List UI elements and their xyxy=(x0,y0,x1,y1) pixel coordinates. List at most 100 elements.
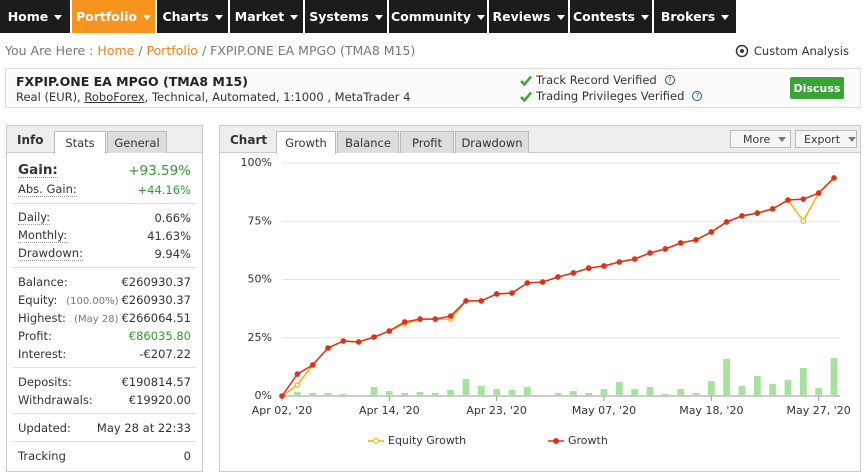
stat-row: Updated: May 28 at 22:33 xyxy=(18,419,191,437)
legend-label: Growth xyxy=(568,434,608,447)
point xyxy=(539,279,546,285)
point xyxy=(800,196,807,202)
nav-item[interactable]: Brokers xyxy=(654,0,736,33)
tab-bar: Info Stats General xyxy=(7,126,202,154)
y-tick-label: 25% xyxy=(248,331,272,344)
bar xyxy=(477,385,485,396)
separator xyxy=(13,441,196,442)
tab[interactable]: Stats xyxy=(54,131,106,154)
stat-row: Profit: €86035.80 xyxy=(18,327,191,345)
bar xyxy=(401,392,409,396)
text: Trading Privileges Verified xyxy=(536,89,685,103)
nav-item[interactable]: Reviews xyxy=(489,0,568,33)
text: Track Record Verified xyxy=(536,73,657,87)
chart: 0% 25% 50% 75% 100% Apr 02, '20 Apr 14, '20 Apr… xyxy=(241,156,851,447)
legend-label: Equity Growth xyxy=(388,434,466,447)
stat-row: Abs. Gain: +44.16% xyxy=(18,181,191,199)
stat-value-wrap: €260930.37 xyxy=(121,275,191,289)
stat-value: May 28 at 22:33 xyxy=(96,421,191,435)
separator xyxy=(13,367,196,368)
check xyxy=(520,91,532,102)
x-tick-label: May 07, '20 xyxy=(572,404,636,417)
stat-label: Interest: xyxy=(18,347,67,361)
stat-value: 0.66% xyxy=(154,211,191,225)
point xyxy=(555,274,561,280)
nav-item[interactable]: Portfolio xyxy=(72,0,155,33)
text: Real (EUR), xyxy=(16,90,85,104)
stat-label: Abs. Gain: xyxy=(18,182,77,197)
stat-label: Tracking xyxy=(18,449,66,463)
stat-row: Deposits: €190814.57 xyxy=(18,373,191,391)
y-tick-label: 100% xyxy=(241,156,272,169)
stat-label: Highest: xyxy=(18,311,66,325)
stat-label: Balance: xyxy=(18,275,68,289)
point xyxy=(601,263,607,269)
point xyxy=(417,316,423,322)
bar xyxy=(585,392,593,396)
point xyxy=(401,319,408,325)
point xyxy=(831,175,837,181)
system-subtitle: Real (EUR), RoboForex, Technical, Automa… xyxy=(16,90,410,104)
tab[interactable]: Profit xyxy=(400,131,454,153)
point xyxy=(294,382,301,388)
bar xyxy=(508,389,516,396)
tab[interactable]: General xyxy=(107,131,167,153)
stat-value-wrap: May 28 at 22:33 xyxy=(97,421,191,435)
help-icon[interactable]: ? xyxy=(664,75,675,85)
point xyxy=(432,316,439,322)
broker-link[interactable]: RoboForex xyxy=(84,90,145,104)
point xyxy=(355,339,362,345)
export-button[interactable]: Export xyxy=(795,130,857,148)
separator xyxy=(13,267,196,268)
x-tick-label: May 18, '20 xyxy=(679,404,743,417)
help-icon[interactable]: ? xyxy=(692,91,703,101)
breadcrumb-link[interactable]: Home xyxy=(97,43,135,58)
stat-note: (May 28) xyxy=(74,314,119,325)
nav-item[interactable]: Community xyxy=(389,0,487,33)
point xyxy=(769,206,776,212)
separator: / xyxy=(138,43,143,58)
tab-bar: Chart Growth Balance Profit Drawdown Mor… xyxy=(220,126,860,154)
point xyxy=(371,334,377,340)
bar xyxy=(815,388,823,396)
stat-label: Updated: xyxy=(18,421,71,435)
point xyxy=(631,256,638,262)
custom-analysis[interactable]: Custom Analysis xyxy=(735,44,849,58)
stat-label: Equity: xyxy=(18,293,58,307)
point xyxy=(493,291,500,297)
text: Export xyxy=(804,132,841,146)
bar xyxy=(769,383,777,396)
stat-label: Withdrawals: xyxy=(18,393,93,407)
nav-bar: Home Portfolio Charts Market Systems Communit… xyxy=(0,0,865,33)
stat-row: Highest: (May 28) €266064.51 xyxy=(18,309,191,327)
more-button[interactable]: More xyxy=(730,130,791,148)
bar xyxy=(830,358,838,396)
bar xyxy=(554,392,562,396)
bar xyxy=(324,392,332,396)
tab[interactable]: Growth xyxy=(276,131,336,154)
stat-value-wrap: €19920.00 xyxy=(129,393,191,407)
stat-row: Monthly: 41.63% xyxy=(18,227,191,245)
tab[interactable]: Drawdown xyxy=(455,131,529,153)
bar xyxy=(462,378,470,396)
tab[interactable]: Balance xyxy=(337,131,399,153)
point xyxy=(723,219,730,225)
nav-item[interactable]: Charts xyxy=(157,0,228,33)
breadcrumb-link[interactable]: Portfolio xyxy=(146,43,198,58)
stat-row: Equity: (100.00%) €260930.37 xyxy=(18,291,191,309)
bar xyxy=(753,375,761,396)
nav-item[interactable]: Market xyxy=(230,0,303,33)
legend-marker xyxy=(553,438,559,444)
nav-item[interactable]: Contests xyxy=(570,0,652,33)
nav-item[interactable]: Systems xyxy=(305,0,387,33)
stat-row: Drawdown: 9.94% xyxy=(18,245,191,263)
stat-value: -€207.22 xyxy=(139,347,191,361)
bar xyxy=(615,382,623,396)
nav-item[interactable]: Home xyxy=(0,0,70,33)
point xyxy=(708,229,715,235)
stat-label: Deposits: xyxy=(18,375,72,389)
point xyxy=(754,210,761,216)
bar xyxy=(677,389,685,396)
discuss-button[interactable]: Discuss xyxy=(790,77,844,99)
stat-label: Gain: xyxy=(18,162,58,178)
